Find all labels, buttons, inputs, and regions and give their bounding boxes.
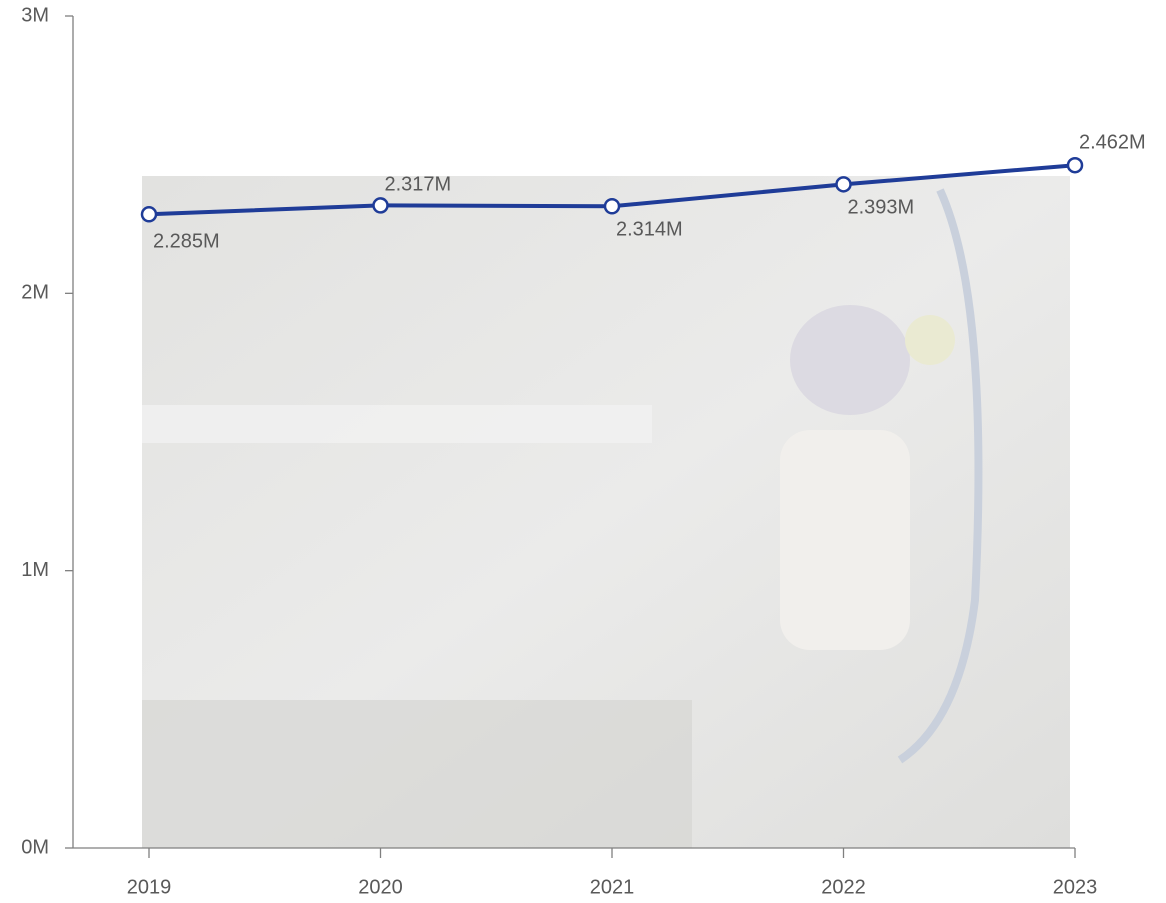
data-label: 2.462M (1079, 131, 1146, 153)
x-tick-label: 2022 (821, 876, 866, 898)
y-tick-label: 2M (21, 282, 49, 304)
data-label: 2.393M (848, 197, 915, 219)
point (835, 176, 852, 193)
point (603, 198, 621, 215)
data-label: 2.317M (385, 174, 452, 196)
data-label: 2.314M (616, 219, 683, 241)
data-label: 2.285M (153, 231, 220, 253)
point (140, 206, 158, 223)
y-tick-label: 0M (21, 836, 49, 858)
point (372, 197, 389, 214)
background-photo (142, 176, 1070, 848)
x-tick-label: 2023 (1053, 876, 1098, 898)
x-tick-label: 2021 (590, 876, 635, 898)
x-tick-label: 2020 (358, 876, 403, 898)
y-tick-label: 1M (21, 559, 49, 581)
y-tick-label: 3M (21, 4, 49, 26)
point (1066, 156, 1084, 174)
x-tick-label: 2019 (127, 876, 172, 898)
